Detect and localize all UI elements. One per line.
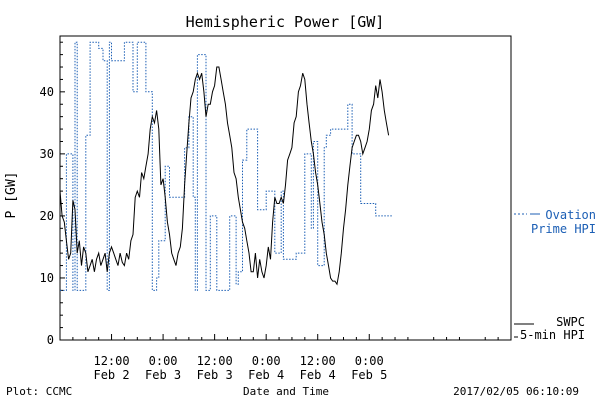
series-ovation-prime-hpi bbox=[60, 41, 393, 291]
x-tick-label-date: Feb 5 bbox=[351, 368, 387, 382]
y-axis-label: P [GW] bbox=[4, 172, 19, 219]
y-tick-label: 20 bbox=[40, 209, 54, 223]
plot-frame bbox=[59, 35, 512, 341]
x-tick-label-date: Feb 3 bbox=[145, 368, 181, 382]
series-swpc-5min-hpi bbox=[59, 66, 390, 286]
chart-title: Hemispheric Power [GW] bbox=[186, 13, 385, 31]
y-axis-ticks: 0 10 20 30 40 bbox=[40, 41, 65, 347]
x-tick-label-date: Feb 4 bbox=[248, 368, 284, 382]
legend-swpc-label-1: SWPC bbox=[556, 315, 585, 329]
x-tick-label-time: 0:00 bbox=[355, 354, 384, 368]
y-tick-label: 30 bbox=[40, 147, 54, 161]
footer-timestamp: 2017/02/05 06:10:09 bbox=[453, 385, 579, 398]
x-tick-label-time: 0:00 bbox=[149, 354, 178, 368]
x-tick-label-date: Feb 3 bbox=[197, 368, 233, 382]
x-tick-label-date: Feb 2 bbox=[93, 368, 129, 382]
x-tick-label-date: Feb 4 bbox=[300, 368, 336, 382]
x-tick-label-time: 0:00 bbox=[252, 354, 281, 368]
legend-ovation-label-1: Ovation bbox=[545, 208, 596, 222]
x-tick-label-time: 12:00 bbox=[300, 354, 336, 368]
x-tick-label-time: 12:00 bbox=[93, 354, 129, 368]
series-layer bbox=[59, 41, 393, 291]
legend-swpc-label-2: 5-min HPI bbox=[520, 328, 585, 342]
footer-plot-credit: Plot: CCMC bbox=[6, 385, 72, 398]
x-axis-label: Date and Time bbox=[243, 385, 329, 398]
x-tick-label-time: 12:00 bbox=[197, 354, 233, 368]
y-tick-label: 10 bbox=[40, 271, 54, 285]
y-tick-label: 40 bbox=[40, 85, 54, 99]
legend-ovation-label-2: Prime HPI bbox=[531, 222, 596, 236]
y-tick-label: 0 bbox=[47, 333, 54, 347]
